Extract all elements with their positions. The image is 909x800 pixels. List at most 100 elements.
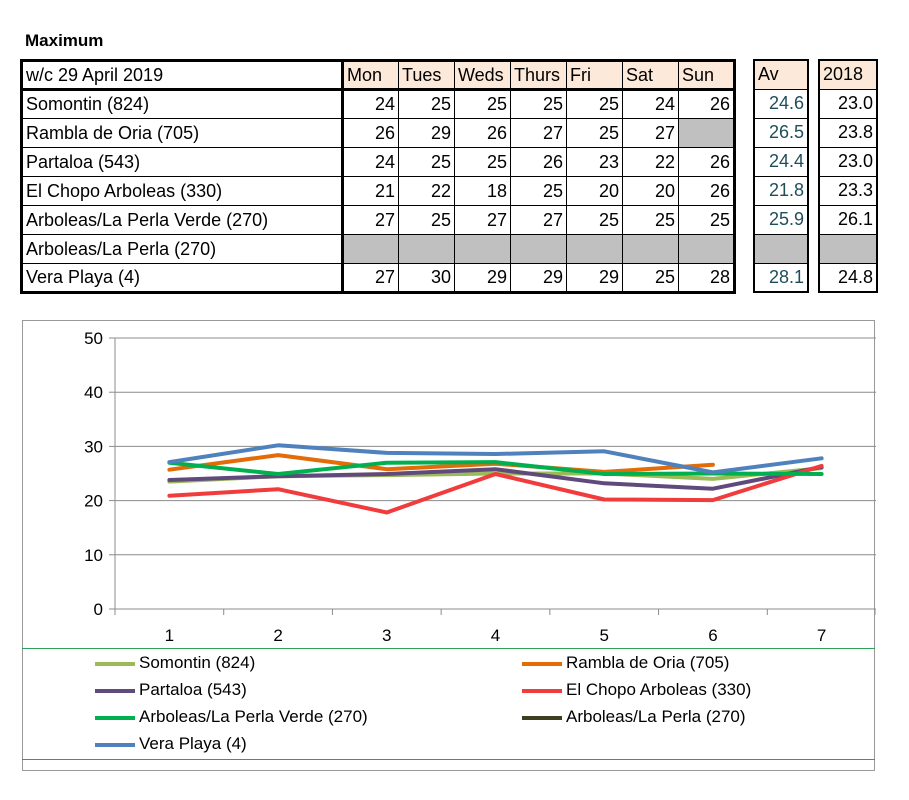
series-line-1	[167, 453, 715, 474]
series-line-2	[167, 465, 824, 491]
day-value	[566, 234, 623, 264]
table-row: Rambla de Oria (705) 26 29 26 27 25 27	[21, 118, 735, 148]
day-value: 26	[510, 147, 567, 177]
y-tick-label: 30	[84, 437, 103, 456]
series-line-3	[167, 463, 824, 515]
av-value: 21.8	[753, 175, 809, 206]
day-header-4: Fri	[566, 60, 623, 91]
day-value	[678, 118, 735, 148]
prev-value: 24.8	[818, 262, 878, 293]
day-value: 25	[454, 89, 511, 119]
site-name: Rambla de Oria (705)	[21, 118, 344, 148]
legend-swatch	[522, 715, 562, 720]
prev-row	[818, 233, 878, 264]
prev-value: 23.8	[818, 117, 878, 148]
av-value: 25.9	[753, 204, 809, 235]
y-tick-label: 0	[94, 600, 103, 619]
chart-legend: Somontin (824) Rambla de Oria (705) Partal…	[22, 648, 875, 760]
day-value: 28	[678, 263, 735, 293]
day-value: 29	[398, 118, 455, 148]
day-value	[678, 234, 735, 264]
prev-row: 23.0	[818, 146, 878, 177]
site-name: Partaloa (543)	[21, 147, 344, 177]
av-header: Av	[753, 59, 809, 90]
day-header-6: Sun	[678, 60, 735, 91]
y-tick-label: 40	[84, 383, 103, 402]
day-value: 25	[510, 89, 567, 119]
day-value: 20	[566, 176, 623, 206]
day-value: 22	[398, 176, 455, 206]
legend-item: Vera Playa (4)	[95, 734, 247, 754]
day-header-3: Thurs	[510, 60, 567, 91]
prev-row: 23.3	[818, 175, 878, 206]
legend-label: El Chopo Arboleas (330)	[566, 680, 752, 699]
average-table: Av 24.6 26.5 24.4 21.8 25.9 28.1	[753, 59, 809, 293]
av-row: 25.9	[753, 204, 809, 235]
legend-item: Somontin (824)	[95, 653, 255, 673]
x-tick-label: 7	[817, 626, 826, 645]
day-value: 27	[622, 118, 679, 148]
legend-item: El Chopo Arboleas (330)	[522, 680, 751, 700]
prev-year-header: 2018	[818, 59, 878, 90]
day-value: 27	[342, 205, 399, 235]
day-value: 26	[678, 89, 735, 119]
day-header-0: Mon	[342, 60, 399, 91]
y-tick-label: 50	[84, 329, 103, 348]
day-value: 21	[342, 176, 399, 206]
prev-value: 23.0	[818, 88, 878, 119]
av-value	[753, 233, 809, 264]
day-value: 18	[454, 176, 511, 206]
site-name: Arboleas/La Perla (270)	[21, 234, 344, 264]
site-name: El Chopo Arboleas (330)	[21, 176, 344, 206]
y-tick-label: 10	[84, 546, 103, 565]
day-value: 25	[398, 205, 455, 235]
table-row: Arboleas/La Perla (270)	[21, 234, 735, 264]
day-value	[622, 234, 679, 264]
av-value: 26.5	[753, 117, 809, 148]
table-row: Arboleas/La Perla Verde (270) 27 25 27 27 25 2…	[21, 205, 735, 235]
table-row: Partaloa (543) 24 25 25 26 23 22 26	[21, 147, 735, 177]
av-row: 26.5	[753, 117, 809, 148]
legend-swatch	[95, 688, 135, 693]
y-tick-label: 20	[84, 492, 103, 511]
day-value: 27	[510, 118, 567, 148]
day-value: 26	[342, 118, 399, 148]
prev-row: 24.8	[818, 262, 878, 293]
table-header-row: w/c 29 April 2019 Mon Tues Weds Thurs Fri Sat S…	[21, 60, 735, 91]
legend-swatch	[95, 715, 135, 720]
legend-swatch	[522, 688, 562, 693]
av-row: 24.4	[753, 146, 809, 177]
day-value	[342, 234, 399, 264]
av-row: 21.8	[753, 175, 809, 206]
legend-item: Arboleas/La Perla Verde (270)	[95, 707, 368, 727]
week-label: w/c 29 April 2019	[21, 60, 344, 91]
prev-value: 26.1	[818, 204, 878, 235]
day-value: 25	[398, 89, 455, 119]
day-value: 30	[398, 263, 455, 293]
prev-value	[818, 233, 878, 264]
prev-header-row: 2018	[818, 59, 878, 90]
site-name: Arboleas/La Perla Verde (270)	[21, 205, 344, 235]
max-temperature-table: w/c 29 April 2019 Mon Tues Weds Thurs Fri Sat S…	[20, 59, 736, 294]
av-value: 28.1	[753, 262, 809, 293]
prev-row: 26.1	[818, 204, 878, 235]
day-value: 25	[454, 147, 511, 177]
av-header-row: Av	[753, 59, 809, 90]
day-value: 27	[454, 205, 511, 235]
day-value: 23	[566, 147, 623, 177]
legend-label: Partaloa (543)	[139, 680, 247, 699]
av-row	[753, 233, 809, 264]
day-value: 25	[678, 205, 735, 235]
legend-swatch	[522, 661, 562, 666]
day-value: 25	[622, 205, 679, 235]
day-value: 29	[454, 263, 511, 293]
day-value: 24	[342, 147, 399, 177]
day-value: 25	[622, 263, 679, 293]
page-title: Maximum	[25, 31, 104, 50]
day-value: 22	[622, 147, 679, 177]
legend-label: Rambla de Oria (705)	[566, 653, 730, 672]
site-name: Vera Playa (4)	[21, 263, 344, 293]
av-row: 24.6	[753, 88, 809, 119]
day-value: 26	[454, 118, 511, 148]
prev-row: 23.0	[818, 88, 878, 119]
